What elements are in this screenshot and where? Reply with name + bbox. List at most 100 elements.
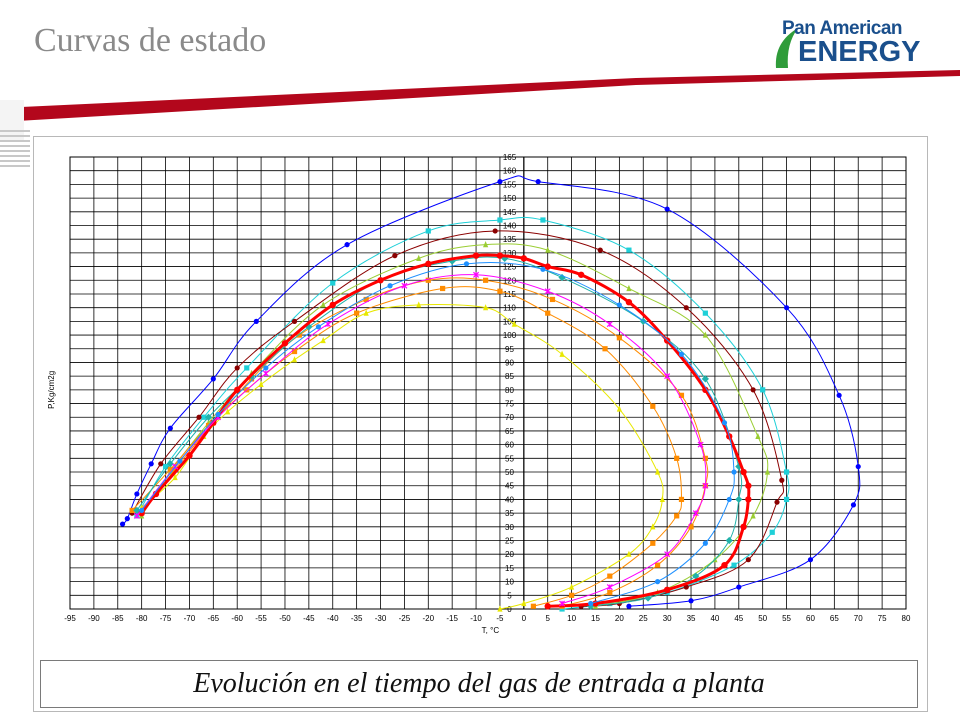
y-tick-label: 140 — [503, 221, 517, 230]
data-point — [472, 252, 480, 259]
x-tick-label: 70 — [854, 614, 863, 623]
data-point — [440, 285, 446, 292]
data-point — [674, 513, 680, 519]
y-tick-label: 65 — [505, 427, 514, 436]
y-tick-label: 80 — [505, 386, 514, 395]
data-point — [616, 302, 622, 308]
series-line — [122, 175, 861, 607]
data-point — [725, 536, 733, 545]
x-tick-label: -45 — [303, 614, 315, 623]
data-point — [263, 365, 269, 371]
y-tick-label: 55 — [505, 454, 514, 463]
data-point — [650, 540, 656, 546]
data-point — [783, 496, 790, 503]
x-tick-label: 15 — [591, 614, 600, 623]
data-point — [745, 482, 752, 489]
y-tick-label: 45 — [505, 482, 514, 491]
data-point — [702, 331, 708, 338]
x-tick-label: 40 — [710, 614, 719, 623]
data-point — [463, 261, 470, 267]
data-point — [855, 463, 861, 470]
slide-title: Curvas de estado — [34, 22, 267, 59]
data-point — [320, 301, 326, 308]
logo-text-line2: ENERGY — [798, 36, 921, 68]
data-point — [253, 318, 259, 324]
data-point — [663, 586, 671, 594]
x-tick-label: 5 — [545, 614, 550, 623]
data-point — [559, 350, 565, 357]
series-line — [131, 230, 785, 607]
data-point — [291, 318, 298, 324]
y-tick-label: 145 — [503, 208, 517, 217]
data-point — [625, 298, 633, 306]
data-point — [540, 266, 546, 272]
data-point — [692, 572, 700, 580]
x-tick-label: 30 — [663, 614, 672, 623]
y-tick-label: 160 — [503, 167, 517, 176]
x-tick-label: -55 — [255, 614, 267, 623]
data-point — [215, 411, 221, 418]
data-point — [745, 496, 752, 503]
data-point — [750, 387, 756, 393]
y-tick-label: 95 — [505, 345, 514, 354]
data-point — [616, 335, 622, 341]
data-point — [530, 603, 536, 609]
x-tick-label: 35 — [687, 614, 696, 623]
y-tick-label: 35 — [505, 509, 514, 518]
data-point — [392, 253, 398, 259]
data-point — [172, 473, 178, 481]
data-point — [731, 562, 737, 568]
data-point — [497, 288, 503, 294]
data-point — [501, 254, 509, 262]
data-point — [740, 468, 747, 476]
data-point — [569, 592, 575, 598]
data-point — [296, 332, 302, 338]
data-point — [544, 288, 551, 295]
data-point — [850, 502, 857, 508]
data-point — [735, 462, 743, 471]
x-tick-label: -85 — [112, 614, 124, 623]
data-point — [678, 496, 685, 503]
data-point — [162, 463, 169, 470]
x-tick-label: -40 — [327, 614, 339, 623]
x-tick-label: 25 — [639, 614, 648, 623]
data-point — [654, 579, 661, 585]
data-point — [234, 365, 240, 371]
x-tick-label: 60 — [806, 614, 815, 623]
series-line — [141, 262, 735, 604]
x-tick-label: -35 — [351, 614, 363, 623]
data-point — [836, 392, 842, 398]
data-point — [262, 370, 269, 377]
x-tick-label: 10 — [567, 614, 576, 623]
data-point — [186, 452, 193, 459]
data-point — [644, 594, 652, 602]
data-point — [569, 583, 575, 590]
y-tick-label: 10 — [505, 578, 514, 587]
data-point — [483, 304, 489, 311]
data-point — [320, 336, 326, 344]
x-tick-label: 80 — [902, 614, 911, 623]
x-tick-label: -95 — [64, 614, 76, 623]
y-tick-label: 155 — [503, 180, 517, 189]
data-point — [124, 516, 130, 522]
data-point — [702, 386, 709, 394]
y-tick-label: 50 — [505, 468, 514, 477]
data-point — [258, 380, 264, 387]
x-tick-label: 20 — [615, 614, 624, 623]
data-point — [544, 603, 551, 610]
data-point — [702, 455, 708, 461]
data-point — [764, 468, 771, 475]
x-tick-label: -65 — [208, 614, 220, 623]
logo-swoosh-icon — [775, 28, 798, 68]
y-tick-label: 125 — [503, 263, 517, 272]
x-tick-label: 45 — [734, 614, 743, 623]
data-point — [139, 507, 145, 513]
data-point — [129, 507, 135, 513]
data-point — [702, 310, 708, 316]
x-tick-label: 50 — [758, 614, 767, 623]
data-point — [416, 301, 422, 308]
decorative-stripes — [0, 130, 30, 170]
data-point — [167, 425, 173, 431]
x-tick-label: -30 — [375, 614, 387, 623]
y-tick-label: 30 — [505, 523, 514, 532]
